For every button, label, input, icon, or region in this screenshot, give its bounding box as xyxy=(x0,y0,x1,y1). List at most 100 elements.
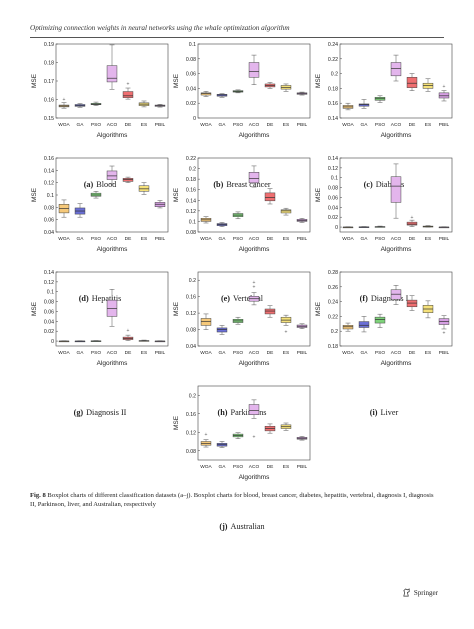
y-tick-label: 0.08 xyxy=(186,230,196,236)
panel-diagnosis-1: 0 0.02 0.04 0.06 0.08 0.1 0.12 0.14 MSE WOA GA PSO A… xyxy=(312,154,456,306)
box-iqr xyxy=(280,209,292,214)
box-es xyxy=(138,182,150,195)
y-tick-label: 0.12 xyxy=(186,430,196,436)
x-axis-label: Algorithms xyxy=(381,246,412,253)
panel-letter: (b) xyxy=(213,180,224,189)
panel-vertebral: 0.08 0.1 0.12 0.14 0.16 0.18 0.2 0.22 MSE WOA GA PS… xyxy=(170,154,314,306)
box-pbil xyxy=(154,104,166,108)
y-tick-label: 0.17 xyxy=(44,79,54,85)
boxplot-breast-cancer: 0 0.02 0.04 0.06 0.08 0.1 MSE WOA GA PSO ACO DE ES PB… xyxy=(173,42,311,139)
y-tick-label: 0.06 xyxy=(186,72,196,78)
panel-letter: (d) xyxy=(78,294,89,303)
x-tick-label: ACO xyxy=(107,350,118,356)
boxplot-parkinsons: 0.04 0.08 0.12 0.16 0.2 MSE WOA GA PSO ACO DE ES PBI… xyxy=(173,271,311,367)
y-tick-label: 0.02 xyxy=(186,101,196,107)
box-es xyxy=(422,300,434,319)
x-tick-label: DE xyxy=(409,236,416,242)
panel-letter: (a) xyxy=(83,180,94,189)
y-tick-label: 0.22 xyxy=(328,57,338,63)
x-tick-label: GA xyxy=(219,236,227,242)
x-tick-label: PBIL xyxy=(155,350,166,356)
x-tick-label: ACO xyxy=(249,236,260,242)
y-tick-label: 0.28 xyxy=(328,270,338,276)
box-de: + xyxy=(406,215,418,227)
x-tick-label: WOA xyxy=(342,122,354,128)
y-tick-label: 0.1 xyxy=(47,193,54,199)
box-es xyxy=(138,339,150,342)
panel-caption: (i) Liver xyxy=(312,408,456,417)
box-aco xyxy=(390,285,402,305)
y-tick-label: 0.1 xyxy=(189,219,196,225)
y-tick-label: 0.12 xyxy=(44,181,54,187)
box-ga xyxy=(216,441,228,448)
box-pso xyxy=(90,340,102,342)
y-tick-label: 0.2 xyxy=(331,329,338,335)
box-de xyxy=(264,188,276,205)
y-tick-label: 0.16 xyxy=(186,295,196,301)
y-tick-label: 0.08 xyxy=(186,328,196,334)
panel-title: Diabetes xyxy=(375,180,405,189)
x-tick-label: ES xyxy=(425,350,431,356)
y-tick-label: 0.2 xyxy=(189,278,196,284)
box-iqr xyxy=(358,103,370,107)
box-de xyxy=(264,305,276,318)
box-pbil xyxy=(154,200,166,209)
plot-frame xyxy=(197,271,311,347)
outlier-marker: + xyxy=(411,215,414,221)
outlier-marker: + xyxy=(443,84,446,90)
box-de xyxy=(264,82,276,89)
box-es xyxy=(422,78,434,92)
box-iqr xyxy=(248,62,260,78)
y-axis-label: MSE xyxy=(31,73,38,88)
panel-australian: 0.08 0.12 0.16 0.2 MSE WOA GA PSO ACO DE ES PBIL Alg… xyxy=(170,382,314,534)
panel-blood: 0.15 0.16 0.17 0.18 0.19 MSE WOA GA PSO ACO DE ES PB… xyxy=(28,40,172,192)
box-woa xyxy=(200,91,212,97)
y-tick-label: 0 xyxy=(51,339,54,345)
y-tick-label: 0.2 xyxy=(331,72,338,78)
x-tick-label: PSO xyxy=(91,350,101,356)
panel-letter: (g) xyxy=(73,408,84,417)
plot-frame xyxy=(197,43,311,119)
box-ga xyxy=(74,340,86,343)
panel-title: Australian xyxy=(230,522,265,531)
outlier-marker: + xyxy=(205,432,208,438)
y-tick-label: 0.08 xyxy=(186,449,196,455)
y-tick-label: 0 xyxy=(335,225,338,231)
x-axis-label: Algorithms xyxy=(239,360,270,367)
y-tick-label: 0.04 xyxy=(186,86,196,92)
box-aco xyxy=(248,54,260,85)
box-iqr xyxy=(248,172,260,184)
y-tick-label: 0.08 xyxy=(44,300,54,306)
y-tick-label: 0.12 xyxy=(186,311,196,317)
x-tick-label: GA xyxy=(219,464,227,470)
y-tick-label: 0.02 xyxy=(328,215,338,221)
outlier-marker: + xyxy=(253,435,256,441)
panel-title: Liver xyxy=(380,408,399,417)
x-tick-label: ES xyxy=(283,236,289,242)
header-rule xyxy=(30,37,444,38)
y-tick-label: 0.06 xyxy=(44,218,54,224)
outlier-marker: + xyxy=(285,329,288,335)
panel-title: Vertebral xyxy=(233,294,264,303)
x-axis-label: Algorithms xyxy=(97,246,128,253)
x-tick-label: ACO xyxy=(249,350,260,356)
box-iqr xyxy=(358,321,370,328)
panel-parkinsons: 0.04 0.08 0.12 0.16 0.2 MSE WOA GA PSO ACO DE ES PBI… xyxy=(170,268,314,420)
x-axis-label: Algorithms xyxy=(239,474,270,481)
boxplot-diagnosis-2: 0 0.02 0.04 0.06 0.08 0.1 0.12 0.14 MSE WOA GA PSO A… xyxy=(31,270,169,367)
panel-caption: (c) Diabetes xyxy=(312,180,456,189)
panel-caption: (g) Diagnosis II xyxy=(28,408,172,417)
panel-letter: (c) xyxy=(363,180,373,189)
figure-caption-text: Boxplot charts of different classificati… xyxy=(30,492,434,508)
x-tick-label: DE xyxy=(267,350,274,356)
panel-caption: (e) Vertebral xyxy=(170,294,314,303)
box-aco xyxy=(106,289,118,327)
box-woa: + xyxy=(200,432,212,448)
x-axis-label: Algorithms xyxy=(239,132,270,139)
box-pso xyxy=(374,225,386,228)
box-ga xyxy=(358,316,370,333)
outlier-marker: + xyxy=(253,280,256,286)
box-iqr xyxy=(248,404,260,415)
y-tick-label: 0.04 xyxy=(44,230,54,236)
y-tick-label: 0.06 xyxy=(44,309,54,315)
